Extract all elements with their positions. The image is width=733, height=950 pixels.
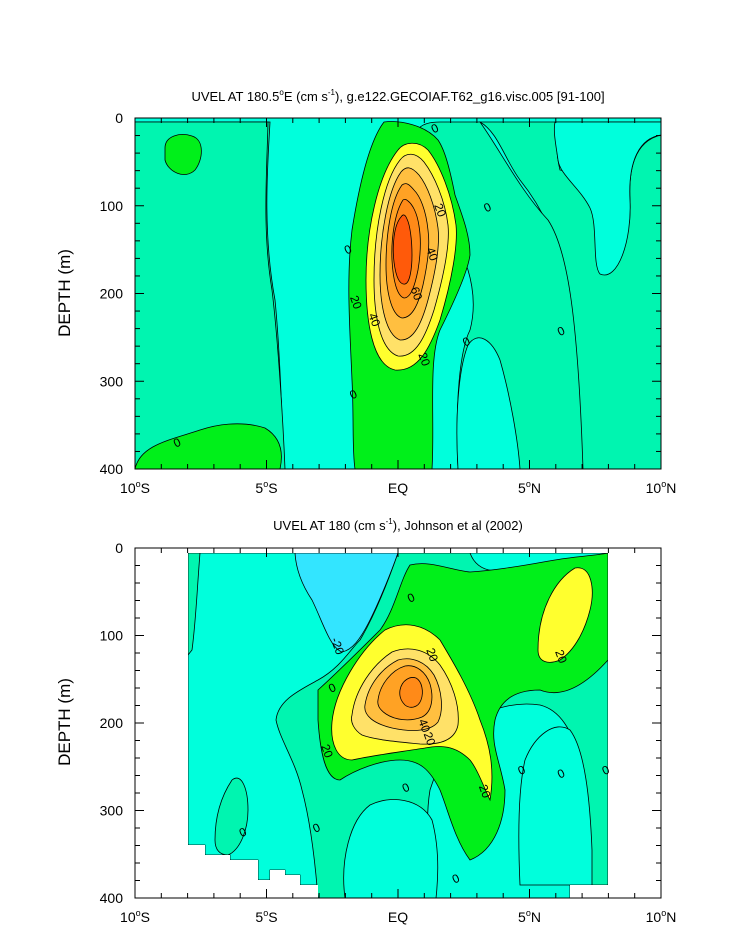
top-band-gt70 [392, 214, 413, 285]
bottom-no-data-mask [135, 548, 661, 898]
bottom-y-tick-label: 0 [115, 540, 123, 556]
bottom-contour-label: 40 [415, 717, 433, 735]
top-x-tick-label: EQ [388, 480, 408, 496]
top-contour-label: 40 [423, 245, 441, 263]
top-y-axis-label: DEPTH (m) [55, 249, 74, 337]
bottom-panel: UVEL AT 180 (cm s-1), Johnson et al (200… [55, 517, 676, 925]
top-band-0-10-main [135, 121, 286, 469]
bottom-y-tick-label: 400 [100, 890, 124, 906]
bottom-band-left-green [187, 552, 201, 657]
top-contour-label: 20 [415, 351, 433, 369]
top-band-neg-lower [456, 337, 521, 469]
bottom-contour-label: 20 [423, 646, 441, 664]
bottom-contour-label: -20 [328, 635, 347, 656]
bottom-x-tick-label: 5oS [255, 908, 277, 925]
bottom-y-tick-label: 300 [100, 803, 124, 819]
top-y-tick-label: 400 [100, 461, 124, 477]
bottom-x-tick-label: 10oN [646, 908, 677, 925]
bottom-y-axis-label: DEPTH (m) [55, 678, 74, 766]
bottom-y-tick-label: 100 [100, 628, 124, 644]
bottom-band-neg-lower [343, 799, 439, 898]
bottom-contour-field [135, 548, 661, 898]
top-y-tick-label: 100 [100, 198, 124, 214]
top-contour-field [135, 118, 661, 469]
top-contour-label: 60 [408, 285, 426, 303]
top-contour-label: 20 [347, 294, 365, 312]
bottom-contour-label: 20 [421, 730, 439, 748]
top-contour-label: 40 [365, 311, 383, 329]
bottom-x-tick-label: 10oS [120, 908, 150, 925]
bottom-panel-title: UVEL AT 180 (cm s-1), Johnson et al (200… [273, 517, 523, 533]
bottom-band-20-30-right [537, 567, 593, 663]
bottom-contour-label: 20 [552, 648, 570, 666]
top-band-10-20-left [135, 423, 282, 469]
bottom-band-left-blob [214, 777, 249, 856]
top-y-tick-label: 300 [100, 373, 124, 389]
top-band-10-20-blob [164, 134, 202, 175]
top-contour-label: 20 [431, 201, 449, 219]
top-x-tick-label: 5oN [518, 479, 541, 496]
bottom-contour-label: 20 [476, 783, 494, 801]
top-panel-title: UVEL AT 180.5oE (cm s-1), g.e122.GECOIAF… [191, 88, 604, 104]
top-band-neg-right [553, 121, 661, 276]
bottom-band-lt-neg20 [294, 552, 399, 653]
top-x-tick-label: 10oS [120, 479, 150, 496]
bottom-band-60-70 [399, 677, 423, 708]
top-y-tick-label: 0 [115, 110, 123, 126]
bottom-contour-label: 20 [318, 742, 336, 760]
top-y-tick-label: 200 [100, 286, 124, 302]
bottom-x-tick-label: 5oN [518, 908, 541, 925]
top-panel: UVEL AT 180.5oE (cm s-1), g.e122.GECOIAF… [55, 88, 676, 496]
bottom-x-tick-label: EQ [388, 909, 408, 925]
bottom-band-neg-right [518, 726, 593, 886]
bottom-y-tick-label: 200 [100, 715, 124, 731]
bottom-ticks: 10oS 5oS EQ 5oN 10oN 0 100 200 300 400 [100, 540, 677, 925]
top-ticks: 10oS 5oS EQ 5oN 10oN 0 100 200 300 400 [100, 110, 677, 496]
top-x-tick-label: 10oN [646, 479, 677, 496]
top-x-tick-label: 5oS [255, 479, 277, 496]
